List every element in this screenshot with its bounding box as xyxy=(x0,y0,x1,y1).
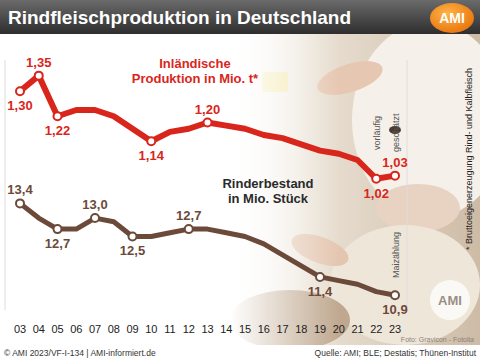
x-tick-label: 16 xyxy=(258,323,270,335)
title-bar xyxy=(0,0,480,34)
marker xyxy=(391,172,399,180)
x-tick-label: 09 xyxy=(126,323,138,335)
x-tick-label: 20 xyxy=(333,323,345,335)
marker xyxy=(91,214,99,222)
x-tick-label: 19 xyxy=(314,323,326,335)
marker xyxy=(35,72,43,80)
x-tick-label: 21 xyxy=(351,323,363,335)
series-name: Inländische Produktion in Mio. t* xyxy=(128,56,262,86)
x-tick-label: 04 xyxy=(33,323,45,335)
data-label: 1,30 xyxy=(7,98,32,113)
x-tick-label: 12 xyxy=(183,323,195,335)
data-label: 12,7 xyxy=(45,236,70,251)
footnote: * Bruttoeigenerzeugung Rind- und Kalbfle… xyxy=(464,68,474,250)
logo: AMI xyxy=(439,10,465,26)
x-tick-label: 15 xyxy=(239,323,251,335)
x-tick-label: 22 xyxy=(370,323,382,335)
data-label: 13,4 xyxy=(7,182,33,197)
x-tick-label: 10 xyxy=(145,323,157,335)
logo-2: AMI xyxy=(438,293,462,308)
marker xyxy=(185,225,193,233)
x-tick-label: 14 xyxy=(220,323,232,335)
data-label: 13,0 xyxy=(82,197,107,212)
x-tick-label: 07 xyxy=(89,323,101,335)
data-label: 12,5 xyxy=(120,243,145,258)
data-label: 1,02 xyxy=(364,186,389,201)
x-tick-label: 18 xyxy=(295,323,307,335)
data-label: 1,14 xyxy=(139,148,165,163)
data-label: 1,22 xyxy=(45,123,70,138)
marker xyxy=(54,225,62,233)
source: Quelle: AMI; BLE; Destatis; Thünen-Insti… xyxy=(315,348,477,358)
x-tick-label: 03 xyxy=(14,323,26,335)
x-tick-label: 08 xyxy=(108,323,120,335)
annotation: Maizählung xyxy=(391,232,401,278)
marker xyxy=(391,291,399,299)
marker xyxy=(54,112,62,120)
x-tick-label: 23 xyxy=(389,323,401,335)
logo-badge xyxy=(430,3,474,33)
data-label: 11,4 xyxy=(308,284,333,299)
x-tick-label: 06 xyxy=(70,323,82,335)
data-label: 1,35 xyxy=(26,55,51,70)
data-label: 1,03 xyxy=(382,155,407,170)
marker xyxy=(147,137,155,145)
marker xyxy=(16,87,24,95)
x-tick-label: 13 xyxy=(201,323,213,335)
photo-credit: Foto: Gravicon - Fotolia xyxy=(401,336,474,343)
data-labels: 1,30 1,35 1,22 1,14 1,20 1,02 1,03 13,4 12,7 13,0… xyxy=(7,55,407,318)
logo-badge-2 xyxy=(430,280,470,320)
data-label: 10,9 xyxy=(382,302,407,317)
copyright: © AMI 2023/VF-I-134 | AMI-informiert.de xyxy=(4,348,156,358)
chart-wrap: Rindfleischproduktion in Deutschland AMI A… xyxy=(0,0,480,360)
data-label: 12,7 xyxy=(176,208,201,223)
marker xyxy=(129,232,137,240)
title: Rindfleischproduktion in Deutschland xyxy=(8,7,351,28)
annotation: vorläufig xyxy=(372,116,382,150)
data-label: 1,20 xyxy=(195,102,220,117)
page: {"header": {"title": "Rindfleischprodukt… xyxy=(0,0,480,360)
y-axis-line xyxy=(5,60,6,310)
y2-axis-line xyxy=(407,60,408,310)
x-tick-label: 17 xyxy=(276,323,288,335)
series-line xyxy=(20,76,395,179)
marker xyxy=(204,119,212,127)
x-tick-label: 11 xyxy=(164,323,175,335)
plot-area xyxy=(16,72,399,300)
series-line xyxy=(20,203,395,295)
marker xyxy=(16,199,24,207)
marker xyxy=(316,273,324,281)
series-name: Rinderbestand in Mio. Stück xyxy=(218,176,318,206)
footer-bar xyxy=(0,345,480,360)
x-tick-label: 05 xyxy=(51,323,63,335)
annotation: geschätzt xyxy=(391,113,401,152)
marker xyxy=(372,175,380,183)
